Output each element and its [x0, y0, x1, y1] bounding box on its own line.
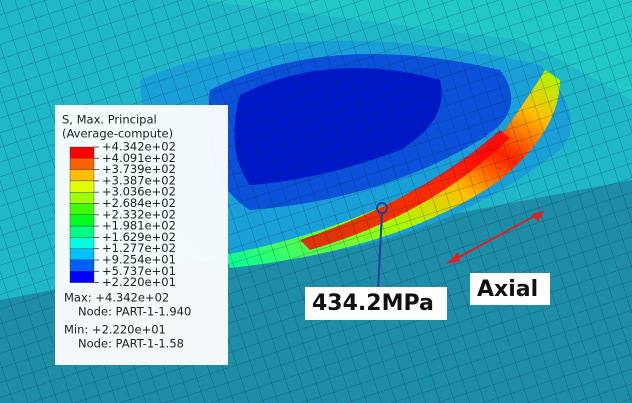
min-label: Min: +2.220e+01	[64, 323, 166, 337]
legend-swatch	[70, 215, 94, 226]
legend-swatch	[70, 204, 94, 215]
min-node: Node: PART-1-1.58	[78, 337, 184, 351]
legend-swatch	[70, 226, 94, 237]
legend-swatch	[70, 271, 94, 282]
legend-swatch	[70, 158, 94, 169]
legend-swatch	[70, 170, 94, 181]
legend-swatch	[70, 237, 94, 248]
legend-label: +2.220e+01	[102, 275, 176, 289]
direction-annotation: Axial	[470, 273, 550, 305]
contour-plot: S, Max. Principal (Average-compute) Max:…	[0, 0, 632, 403]
legend-swatch	[70, 192, 94, 203]
max-label: Max: +4.342e+02	[64, 291, 169, 305]
max-node: Node: PART-1-1.940	[78, 305, 191, 319]
legend-swatch	[70, 249, 94, 260]
peak-label: 434.2MPa	[312, 291, 434, 316]
legend-swatch	[70, 147, 94, 158]
legend: S, Max. Principal (Average-compute) Max:…	[55, 105, 228, 365]
legend-subtitle: (Average-compute)	[62, 127, 173, 141]
legend-swatch	[70, 260, 94, 271]
legend-swatch	[70, 181, 94, 192]
direction-label: Axial	[477, 277, 538, 302]
peak-annotation: 434.2MPa	[305, 287, 447, 320]
legend-title: S, Max. Principal	[62, 113, 157, 127]
